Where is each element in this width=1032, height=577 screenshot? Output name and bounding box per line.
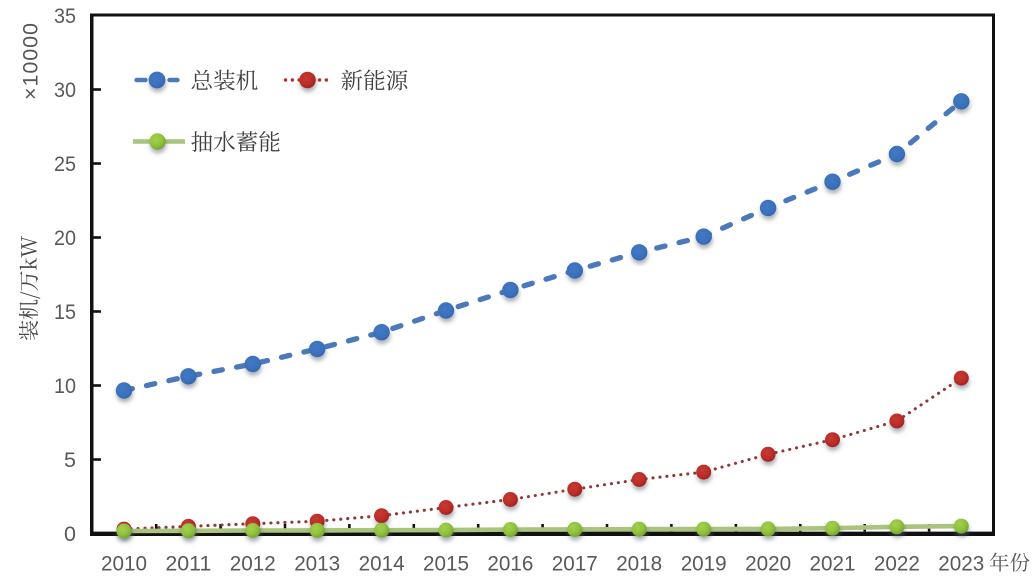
svg-text:2021: 2021: [810, 552, 856, 576]
svg-text:2020: 2020: [745, 552, 791, 576]
svg-text:25: 25: [54, 152, 76, 176]
svg-text:2017: 2017: [552, 552, 598, 576]
svg-text:2019: 2019: [681, 552, 727, 576]
svg-text:0: 0: [64, 522, 76, 546]
svg-text:2018: 2018: [616, 552, 662, 576]
svg-text:2010: 2010: [101, 552, 147, 576]
svg-text:10: 10: [54, 374, 76, 398]
svg-text:2012: 2012: [230, 552, 276, 576]
svg-text:2011: 2011: [165, 552, 211, 576]
svg-text:5: 5: [64, 448, 76, 472]
svg-text:30: 30: [54, 78, 76, 102]
svg-text:20: 20: [54, 226, 76, 250]
svg-text:2013: 2013: [294, 552, 340, 576]
svg-text:2016: 2016: [487, 552, 533, 576]
svg-text:35: 35: [54, 4, 76, 28]
svg-text:2022: 2022: [874, 552, 920, 576]
svg-text:2023: 2023: [938, 552, 984, 576]
svg-text:2014: 2014: [359, 552, 405, 576]
svg-text:15: 15: [54, 300, 76, 324]
svg-text:×10000: ×10000: [19, 23, 43, 100]
svg-text:2015: 2015: [423, 552, 469, 576]
